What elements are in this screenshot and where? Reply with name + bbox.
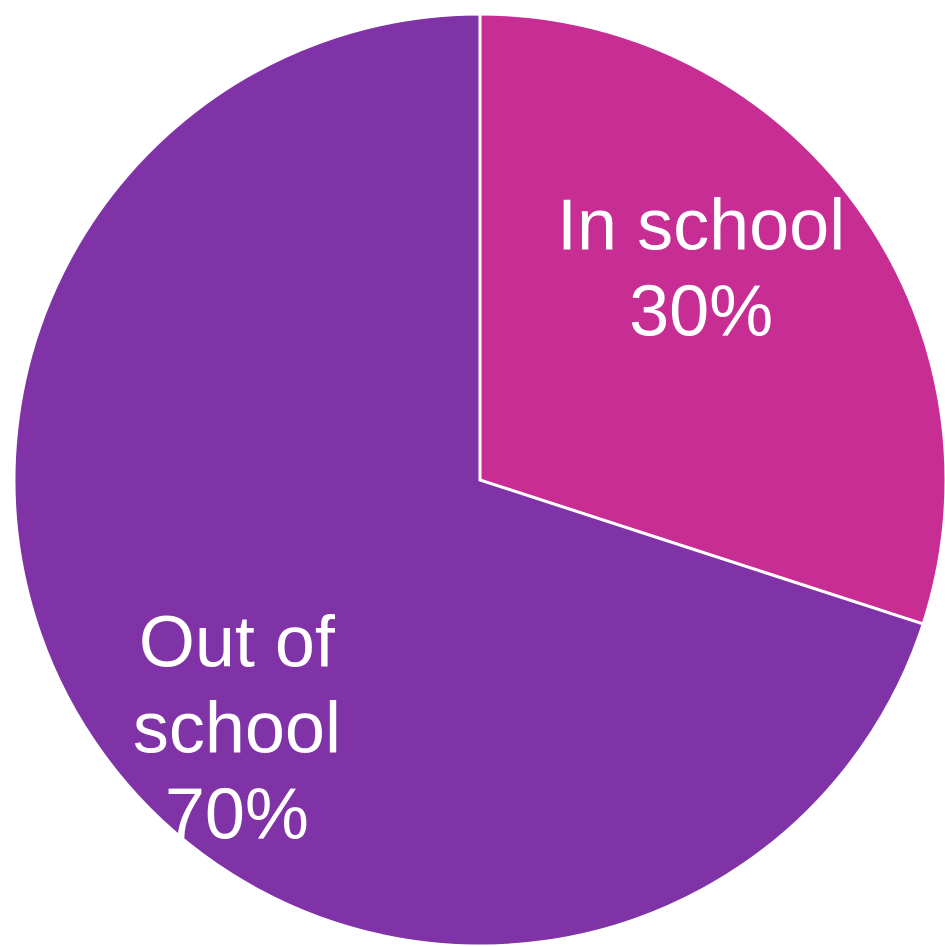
pie-label-line: 70%: [165, 774, 309, 854]
pie-slice-in-school: [478, 12, 945, 626]
pie-label-line: school: [133, 688, 341, 768]
pie-label-line: In school: [557, 186, 845, 266]
pie-labels: In school 30% Out of school 70%: [133, 186, 845, 855]
pie-label-in-school: In school 30%: [557, 186, 845, 352]
pie-slice-out-of-school: [12, 12, 926, 947]
pie-label-line: 30%: [629, 272, 773, 352]
pie-label-out-of-school: Out of school 70%: [133, 602, 341, 854]
pie-label-line: Out of: [139, 602, 336, 682]
pie-slices: [12, 12, 945, 947]
